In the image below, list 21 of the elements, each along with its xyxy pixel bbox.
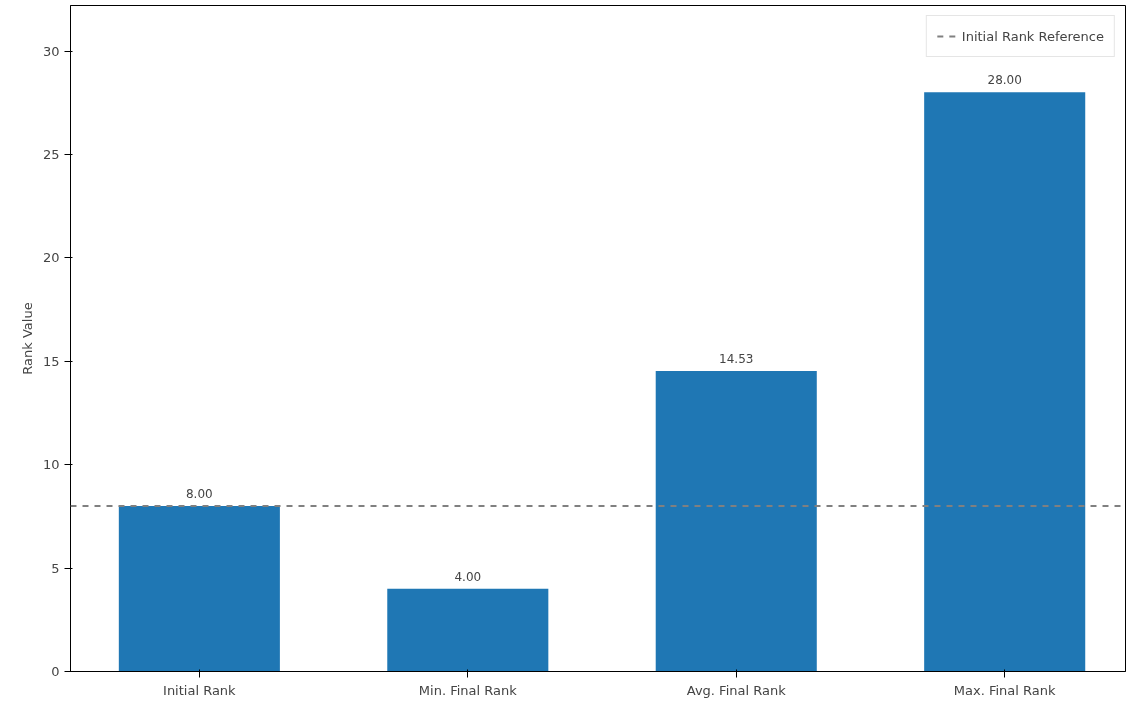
- x-tick-label: Max. Final Rank: [953, 682, 1057, 698]
- y-tick-label: 30: [42, 43, 60, 59]
- x-tick-label: Avg. Final Rank: [686, 682, 787, 698]
- bar: [118, 506, 280, 672]
- y-tick-label: 10: [42, 457, 60, 473]
- bar: [655, 370, 817, 672]
- data-label: 28.00: [987, 73, 1022, 88]
- data-label: 14.53: [719, 351, 754, 366]
- y-tick-label: 5: [51, 560, 60, 576]
- legend-label: Initial Rank Reference: [961, 28, 1104, 44]
- y-tick-label: 25: [42, 146, 60, 162]
- x-tick-label: Initial Rank: [163, 682, 237, 698]
- data-label: 8.00: [186, 487, 213, 502]
- x-tick-label: Min. Final Rank: [418, 682, 518, 698]
- bar: [924, 92, 1086, 672]
- y-tick-label: 0: [51, 664, 60, 679]
- y-axis-title: Rank Value: [19, 302, 35, 375]
- y-tick-label: 15: [42, 353, 60, 369]
- bar: [387, 588, 549, 672]
- data-label: 4.00: [454, 569, 482, 584]
- y-tick-label: 20: [42, 250, 60, 266]
